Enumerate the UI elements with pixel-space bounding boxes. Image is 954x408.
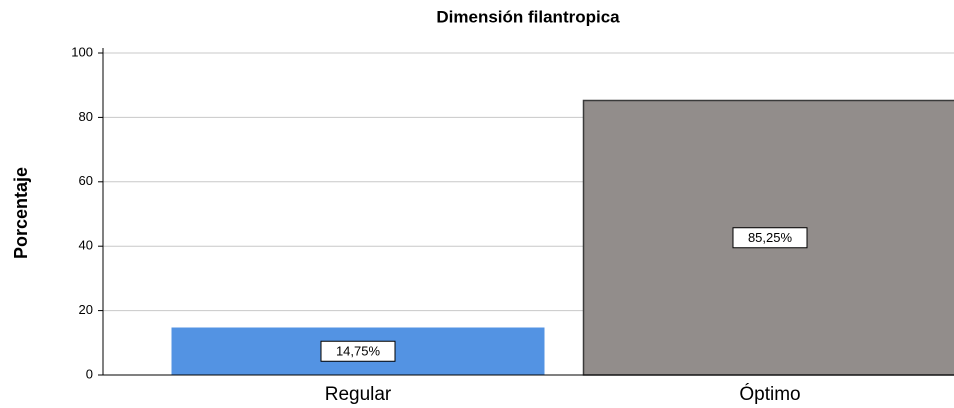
x-tick-label: Óptimo xyxy=(739,383,800,405)
y-tick-label: 0 xyxy=(86,366,93,381)
y-tick-label: 100 xyxy=(71,44,93,59)
y-tick-label: 40 xyxy=(79,238,93,253)
y-tick-label: 60 xyxy=(79,173,93,188)
y-tick-label: 20 xyxy=(79,302,93,317)
value-label-box xyxy=(732,227,808,249)
chart-title: Dimensión filantropica xyxy=(436,7,620,26)
y-axis-label: Porcentaje xyxy=(11,167,31,259)
value-label: 14,75% xyxy=(336,344,381,359)
y-tick-label: 80 xyxy=(79,109,93,124)
value-label: 85,25% xyxy=(748,230,793,245)
value-label-box xyxy=(320,340,396,362)
x-tick-label: Regular xyxy=(325,384,392,405)
